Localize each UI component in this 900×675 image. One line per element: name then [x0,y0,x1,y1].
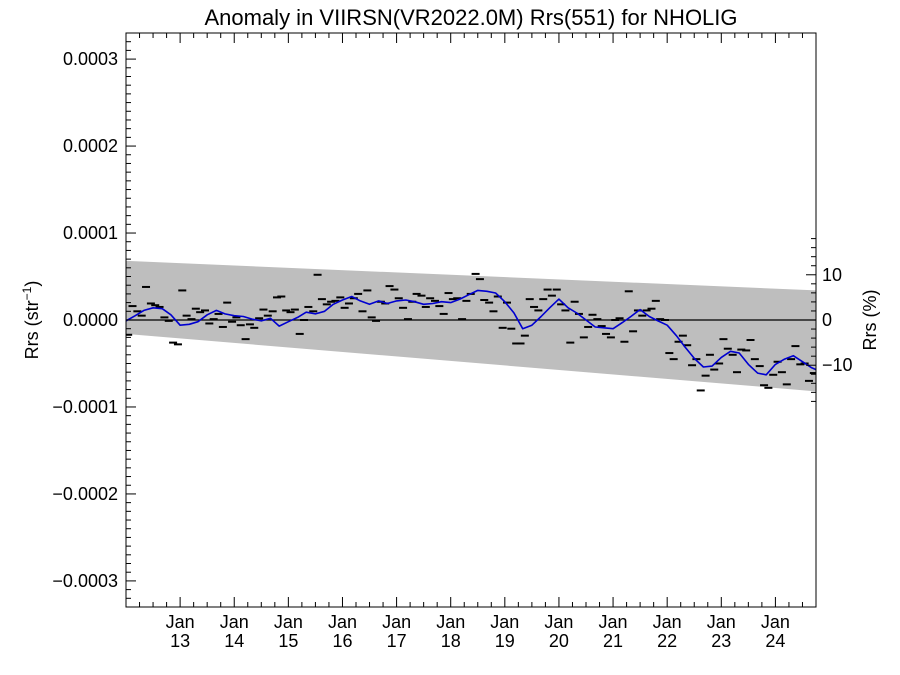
x-tick-label-year: 13 [170,631,190,651]
y2-tick-label: 10 [822,265,842,285]
x-tick-label-month: Jan [382,612,411,632]
y-axis-title-right: Rrs (%) [860,290,880,351]
chart-title: Anomaly in VIIRSN(VR2022.0M) Rrs(551) fo… [204,5,737,30]
y-tick-label: 0.0003 [63,49,118,69]
y-tick-label: −0.0003 [52,571,118,591]
x-tick-label-month: Jan [220,612,249,632]
y-axis-title-left: Rrs (str−1) [20,281,42,360]
y-tick-label: 0.0002 [63,136,118,156]
x-tick-label-year: 22 [657,631,677,651]
x-tick-label-year: 15 [278,631,298,651]
x-tick-label-month: Jan [599,612,628,632]
x-tick-label-month: Jan [274,612,303,632]
y2-tick-label: 0 [822,310,832,330]
y-tick-label: −0.0001 [52,397,118,417]
y-tick-label: 0.0001 [63,223,118,243]
x-tick-label-month: Jan [653,612,682,632]
plot-inner [126,260,816,392]
x-tick-label-year: 19 [495,631,515,651]
y2-tick-label: −10 [822,355,853,375]
x-tick-label-month: Jan [544,612,573,632]
x-tick-label-month: Jan [328,612,357,632]
x-tick-label-month: Jan [490,612,519,632]
confidence-band [126,260,816,392]
x-tick-label-year: 14 [224,631,244,651]
smoothed-series-line [126,289,816,376]
x-tick-label-year: 24 [765,631,785,651]
x-tick-label-month: Jan [436,612,465,632]
x-tick-label-month: Jan [707,612,736,632]
y-tick-label: −0.0002 [52,484,118,504]
x-tick-label-year: 23 [711,631,731,651]
x-tick-label-month: Jan [166,612,195,632]
y-tick-label: 0.0000 [63,310,118,330]
axes: −0.0003 −0.0002 −0.0001 0.0000 0.0001 0.0002 0… [52,32,853,651]
x-tick-label-year: 17 [387,631,407,651]
x-tick-label-year: 18 [441,631,461,651]
x-tick-label-month: Jan [761,612,790,632]
x-tick-label-year: 21 [603,631,623,651]
plot-area [126,260,816,392]
x-tick-label-year: 16 [332,631,352,651]
x-tick-label-year: 20 [549,631,569,651]
